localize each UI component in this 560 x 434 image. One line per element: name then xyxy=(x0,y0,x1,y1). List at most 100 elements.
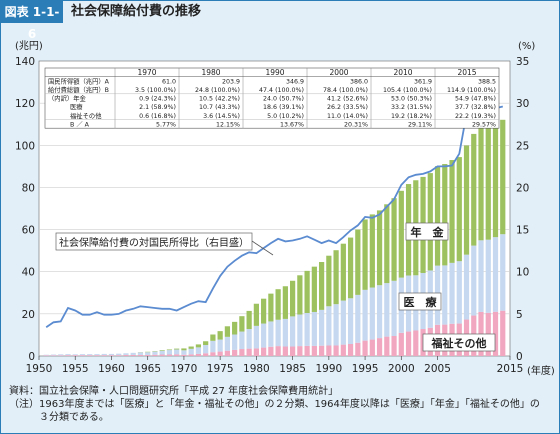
bar-welfare xyxy=(72,355,78,356)
bar-welfare xyxy=(159,354,165,356)
bar-welfare xyxy=(203,353,209,356)
table-cell: 18.6 (39.1%) xyxy=(263,104,304,111)
bar-welfare xyxy=(340,344,346,356)
bar-medical xyxy=(376,285,383,339)
bar-medical xyxy=(253,325,259,349)
bar-welfare xyxy=(318,345,325,356)
bar-medical xyxy=(297,314,303,347)
bar-medical xyxy=(463,254,470,320)
bar-medical xyxy=(195,347,202,354)
bar-pension xyxy=(456,157,462,262)
figure-header: 図表 1-1-6 社会保障給付費の推移 xyxy=(1,1,559,41)
bar-welfare xyxy=(145,354,151,356)
bar-pension xyxy=(347,237,354,299)
bar-medical xyxy=(261,323,267,348)
bar-medical xyxy=(65,354,71,356)
bar-welfare xyxy=(297,346,303,356)
bar-welfare xyxy=(152,354,158,356)
footnote: （注） 1963年度までは「医療」と「年金・福祉その他」の２分類、1964年度以… xyxy=(9,398,549,424)
x-tick-label: 1970 xyxy=(171,363,198,375)
x-tick-label: 1995 xyxy=(352,363,379,375)
bar-medical xyxy=(340,300,346,345)
bar-pension xyxy=(485,126,491,240)
table-cell: 361.9 xyxy=(414,78,432,85)
x-tick-label: 2000 xyxy=(388,363,415,375)
bar-pension xyxy=(232,321,238,335)
table-cell: 53.0 (50.3%) xyxy=(391,96,432,103)
bar-pension xyxy=(500,119,506,235)
bar-medical xyxy=(232,334,238,350)
bar-pension xyxy=(297,275,303,315)
bar-welfare xyxy=(87,355,93,356)
table-cell: 24.8 (100.0%) xyxy=(195,87,240,94)
bar-pension xyxy=(268,293,274,322)
bar-medical xyxy=(275,319,281,347)
x-tick-label: 1965 xyxy=(134,363,161,375)
pension-label: 年 金 xyxy=(411,225,445,239)
y-right-tick-label: 35 xyxy=(516,56,529,68)
bar-welfare xyxy=(224,350,231,356)
bar-medical xyxy=(130,352,136,355)
bar-welfare xyxy=(79,355,86,356)
footnote-key: （注） xyxy=(9,399,39,410)
bar-medical xyxy=(326,306,332,346)
bar-pension xyxy=(311,266,317,312)
bar-medical xyxy=(456,261,462,324)
bar-medical xyxy=(87,354,93,356)
table-cell: 61.0 xyxy=(162,78,176,85)
table-header-cell: 2000 xyxy=(329,68,348,77)
table-header-cell: 2010 xyxy=(393,68,412,77)
bar-welfare xyxy=(376,338,383,356)
table-cell: 10.7 (43.3%) xyxy=(199,104,240,111)
bar-pension xyxy=(362,219,368,290)
table-header-cell: 1970 xyxy=(137,68,156,77)
bar-welfare xyxy=(492,311,499,356)
bar-pension xyxy=(282,286,288,319)
bar-medical xyxy=(188,348,194,355)
table-cell: 19.2 (18.2%) xyxy=(391,113,432,120)
footnote-text: 1963年度までは「医療」と「年金・福祉その他」の２分類、1964年度以降は「医… xyxy=(39,399,540,423)
bar-welfare xyxy=(261,347,267,356)
y-left-tick-label: 140 xyxy=(15,56,35,68)
x-tick-label: 1950 xyxy=(26,363,53,375)
table-cell: 37.7 (32.8%) xyxy=(455,104,496,111)
table-cell: 114.9 (100.0%) xyxy=(447,87,496,94)
table-row-label: 国民所得額（兆円）A xyxy=(48,76,110,85)
bar-medical xyxy=(333,304,339,346)
notes: 資料： 国立社会保障・人口問題研究所「平成 27 年度社会保障費用統計」 （注）… xyxy=(9,385,549,424)
figure-title: 社会保障給付費の推移 xyxy=(71,4,202,19)
table-cell: 22.2 (19.3%) xyxy=(455,113,496,120)
x-tick-label: 1980 xyxy=(243,363,270,375)
bar-welfare xyxy=(174,354,180,356)
y-left-tick-label: 60 xyxy=(22,225,35,237)
table-cell: 3.5 (100.0%) xyxy=(135,87,176,94)
bar-medical xyxy=(217,339,223,352)
bar-pension xyxy=(203,341,209,346)
bar-medical xyxy=(391,280,397,336)
bar-pension xyxy=(261,298,267,324)
y-right-tick-label: 10 xyxy=(516,267,529,279)
bar-welfare xyxy=(232,349,238,356)
bar-welfare xyxy=(217,351,223,356)
bar-welfare xyxy=(398,332,404,356)
y-right-tick-label: 30 xyxy=(516,98,529,110)
bar-pension xyxy=(333,250,339,305)
bar-medical xyxy=(203,345,209,354)
table-cell: 105.4 (100.0%) xyxy=(383,87,432,94)
bar-medical xyxy=(500,234,506,311)
right-axis-unit: (%) xyxy=(518,41,535,52)
table-header-cell: 2015 xyxy=(457,68,476,77)
table-cell: 41.2 (52.6%) xyxy=(327,96,368,103)
table-header-cell: 1980 xyxy=(201,68,220,77)
bar-welfare xyxy=(326,345,332,356)
axes: 0 20 40 60 80 100 120 140 0 5 10 15 20 25 30 35 1950 1955… xyxy=(15,56,529,375)
table-cell: 386.0 xyxy=(350,78,368,85)
table-cell: 10.5 (42.2%) xyxy=(199,96,240,103)
bar-welfare xyxy=(275,346,281,356)
bar-medical xyxy=(485,239,491,313)
y-left-tick-label: 80 xyxy=(22,182,35,194)
bar-medical xyxy=(159,350,165,355)
bar-pension xyxy=(355,229,361,295)
source-note-key: 資料： xyxy=(9,386,39,397)
bar-pension xyxy=(318,262,325,310)
